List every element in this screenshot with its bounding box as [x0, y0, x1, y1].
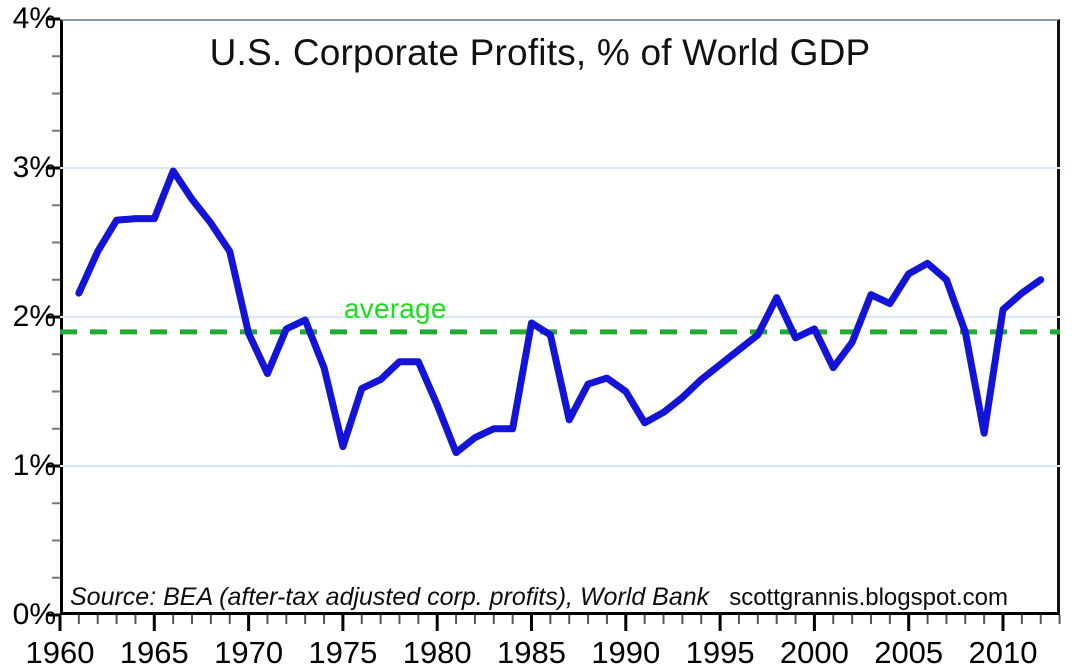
plot-area — [60, 19, 1060, 615]
x-tick-label: 1985 — [497, 635, 566, 670]
site-credit: scottgrannis.blogspot.com — [729, 584, 1008, 611]
x-tick-label: 2010 — [968, 635, 1038, 670]
y-tick-label: 3% — [12, 151, 56, 184]
y-tick-label: 0% — [12, 598, 56, 631]
x-axis-ticks — [58, 615, 1061, 631]
average-reference-line — [60, 329, 1060, 335]
y-tick-label: 2% — [12, 300, 56, 333]
x-tick-label: 1990 — [591, 635, 661, 670]
x-tick-label: 1960 — [25, 635, 95, 670]
x-tick-label: 1980 — [402, 635, 472, 670]
x-tick-label: 1965 — [119, 635, 189, 670]
gridlines — [60, 167, 1060, 467]
x-tick-label: 1995 — [685, 635, 755, 670]
x-tick-label: 1970 — [214, 635, 284, 670]
y-axis-ticks — [46, 17, 60, 617]
profits-line-series — [75, 167, 1045, 457]
source-note: Source: BEA (after-tax adjusted corp. pr… — [70, 583, 710, 611]
x-tick-label: 1975 — [308, 635, 378, 670]
y-tick-label: 4% — [12, 2, 56, 35]
x-tick-label: 2005 — [874, 635, 944, 670]
average-line-label: average — [344, 293, 447, 324]
series-line-0 — [75, 167, 1045, 457]
y-tick-label: 1% — [12, 449, 56, 482]
chart-title: U.S. Corporate Profits, % of World GDP — [209, 32, 871, 73]
x-tick-label: 2000 — [779, 635, 849, 670]
